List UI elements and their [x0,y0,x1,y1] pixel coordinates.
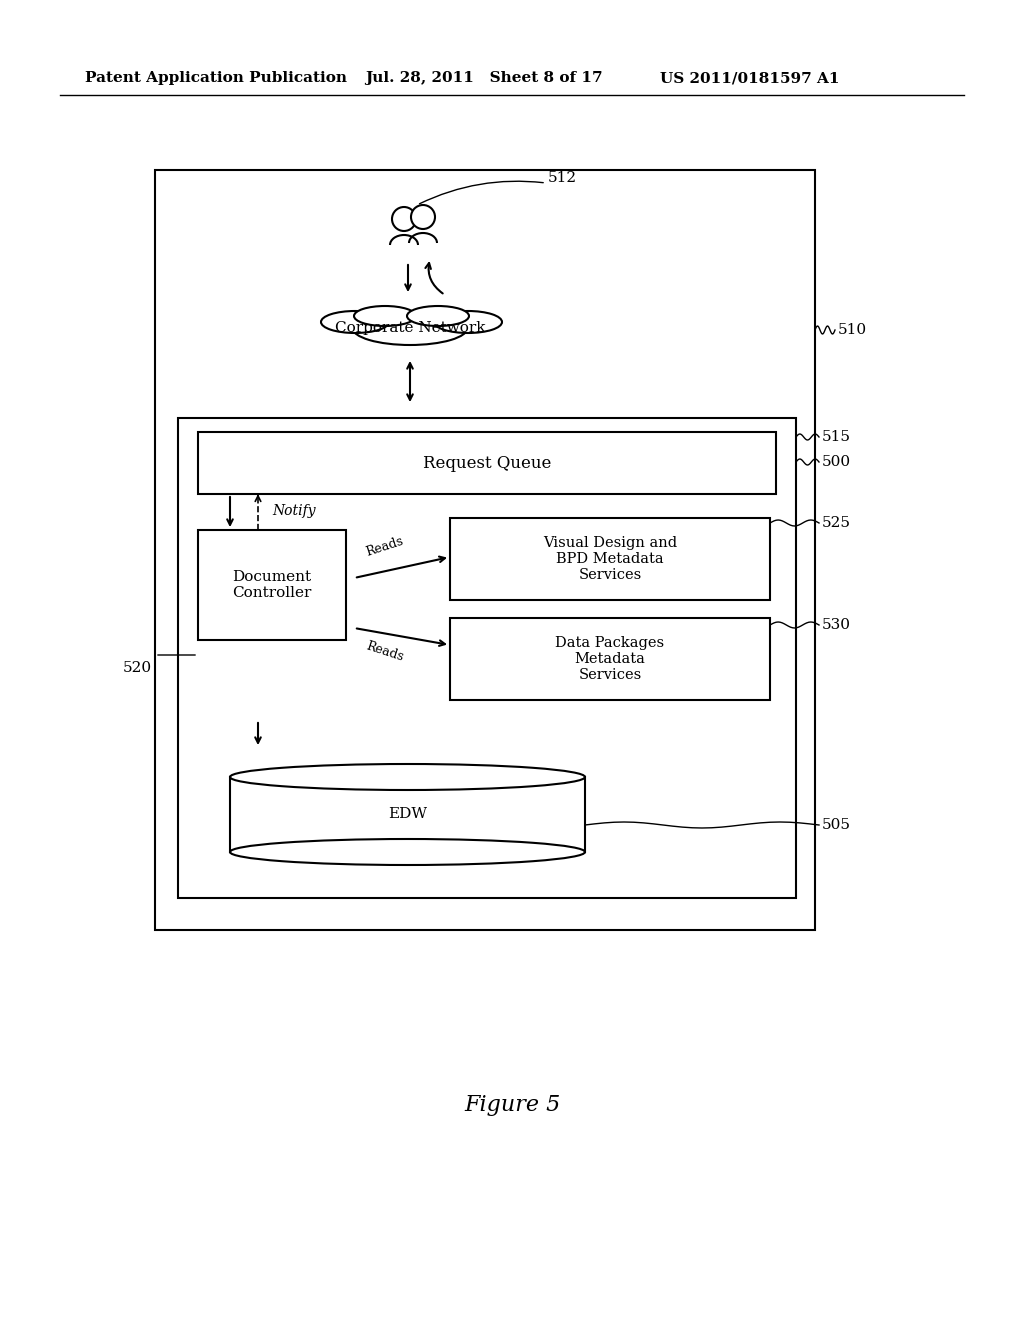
Text: Corporate Network: Corporate Network [335,321,485,335]
Text: 505: 505 [822,818,851,832]
Ellipse shape [230,764,585,789]
Text: Visual Design and
BPD Metadata
Services: Visual Design and BPD Metadata Services [543,536,677,582]
Text: 500: 500 [822,455,851,469]
Text: 530: 530 [822,618,851,632]
Text: 525: 525 [822,516,851,531]
FancyBboxPatch shape [230,777,585,851]
Text: Notify: Notify [272,504,315,517]
Text: 520: 520 [123,661,152,675]
Ellipse shape [230,840,585,865]
Text: US 2011/0181597 A1: US 2011/0181597 A1 [660,71,840,84]
Text: 512: 512 [548,172,578,185]
Text: Figure 5: Figure 5 [464,1094,560,1115]
Circle shape [411,205,435,228]
Text: Reads: Reads [365,640,406,664]
FancyBboxPatch shape [198,432,776,494]
Text: 510: 510 [838,323,867,337]
Text: Patent Application Publication: Patent Application Publication [85,71,347,84]
FancyBboxPatch shape [155,170,815,931]
Circle shape [392,207,416,231]
Text: Request Queue: Request Queue [423,454,551,471]
FancyBboxPatch shape [178,418,796,898]
Text: EDW: EDW [388,808,427,821]
Ellipse shape [354,306,416,326]
FancyBboxPatch shape [450,517,770,601]
Text: Data Packages
Metadata
Services: Data Packages Metadata Services [555,636,665,682]
Text: Document
Controller: Document Controller [232,570,311,601]
FancyBboxPatch shape [198,531,346,640]
Ellipse shape [434,312,502,333]
FancyBboxPatch shape [450,618,770,700]
Text: Jul. 28, 2011   Sheet 8 of 17: Jul. 28, 2011 Sheet 8 of 17 [365,71,603,84]
Text: Reads: Reads [365,535,406,560]
Ellipse shape [407,306,469,326]
Ellipse shape [321,312,389,333]
Ellipse shape [352,312,468,345]
Text: 515: 515 [822,430,851,444]
